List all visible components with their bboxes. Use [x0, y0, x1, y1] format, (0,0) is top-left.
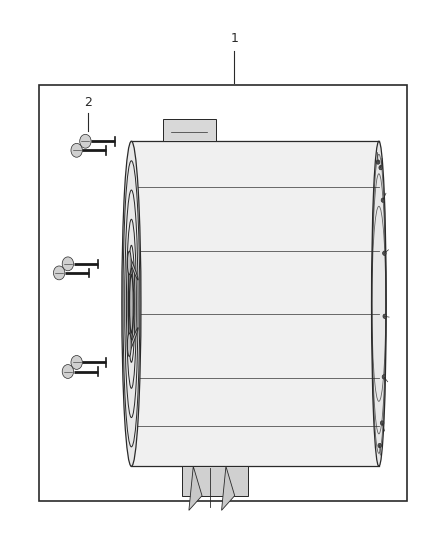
Circle shape — [378, 443, 381, 448]
Circle shape — [381, 198, 385, 203]
Text: 1: 1 — [230, 33, 238, 45]
Bar — [162, 119, 216, 141]
Bar — [182, 466, 248, 496]
Bar — [39, 85, 407, 501]
Polygon shape — [189, 466, 202, 511]
Circle shape — [383, 314, 386, 318]
Ellipse shape — [122, 141, 141, 466]
Polygon shape — [222, 466, 235, 511]
Ellipse shape — [130, 274, 133, 333]
Circle shape — [80, 134, 91, 148]
Circle shape — [71, 356, 82, 369]
Ellipse shape — [127, 333, 131, 357]
Circle shape — [71, 143, 82, 157]
Circle shape — [379, 166, 382, 170]
Text: 2: 2 — [84, 96, 92, 109]
Circle shape — [380, 421, 384, 425]
Ellipse shape — [129, 260, 131, 348]
Circle shape — [376, 160, 380, 164]
Ellipse shape — [132, 289, 134, 318]
Circle shape — [53, 266, 65, 280]
Ellipse shape — [128, 253, 138, 280]
Circle shape — [383, 251, 386, 255]
Circle shape — [382, 375, 386, 379]
Ellipse shape — [371, 141, 386, 466]
Polygon shape — [131, 141, 386, 466]
Circle shape — [62, 365, 74, 378]
Ellipse shape — [127, 251, 131, 274]
Ellipse shape — [128, 328, 138, 354]
Circle shape — [62, 257, 74, 271]
